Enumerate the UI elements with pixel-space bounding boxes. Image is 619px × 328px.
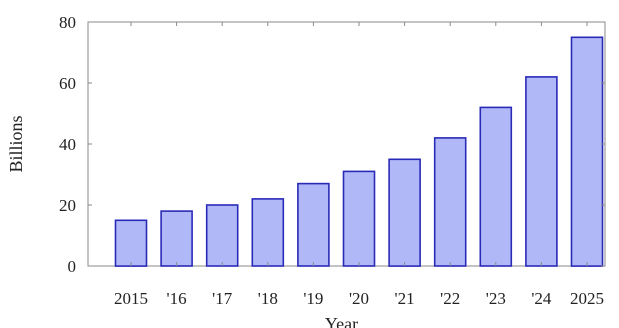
bars-group: [114, 36, 604, 267]
bar: [251, 198, 285, 267]
x-tick-label: '19: [303, 289, 323, 308]
y-tick-label: 40: [59, 135, 76, 154]
x-tick-label: 2025: [570, 289, 604, 308]
y-tick-labels: 0 20 40 60 80: [59, 13, 605, 276]
y-tick-label: 0: [68, 257, 77, 276]
bar: [525, 76, 558, 267]
x-tick-label: '22: [440, 289, 460, 308]
x-tick-label: 2015: [114, 289, 148, 308]
bar: [433, 137, 467, 267]
x-tick-label: '16: [167, 289, 187, 308]
x-tick-labels: 2015 '16 '17 '18 '19 '20 '21 '22 '23 '24 2025: [114, 22, 604, 308]
y-tick-label: 20: [59, 196, 76, 215]
x-tick-label: '18: [258, 289, 278, 308]
bar: [342, 170, 376, 267]
y-tick-label: 60: [59, 74, 76, 93]
bar: [388, 158, 421, 267]
bar: [297, 182, 330, 267]
x-tick-label: '17: [212, 289, 233, 308]
y-tick-label: 80: [59, 13, 76, 32]
x-tick-label: '24: [531, 289, 552, 308]
x-tick-label: '20: [349, 289, 369, 308]
bar: [479, 106, 513, 267]
bar: [114, 219, 148, 267]
x-axis-label: Year: [325, 314, 358, 328]
x-tick-label: '21: [395, 289, 415, 308]
bar: [205, 204, 239, 267]
y-axis-label: Billions: [6, 115, 26, 172]
bar: [570, 36, 604, 267]
x-tick-label: '23: [486, 289, 506, 308]
bar: [160, 210, 193, 267]
